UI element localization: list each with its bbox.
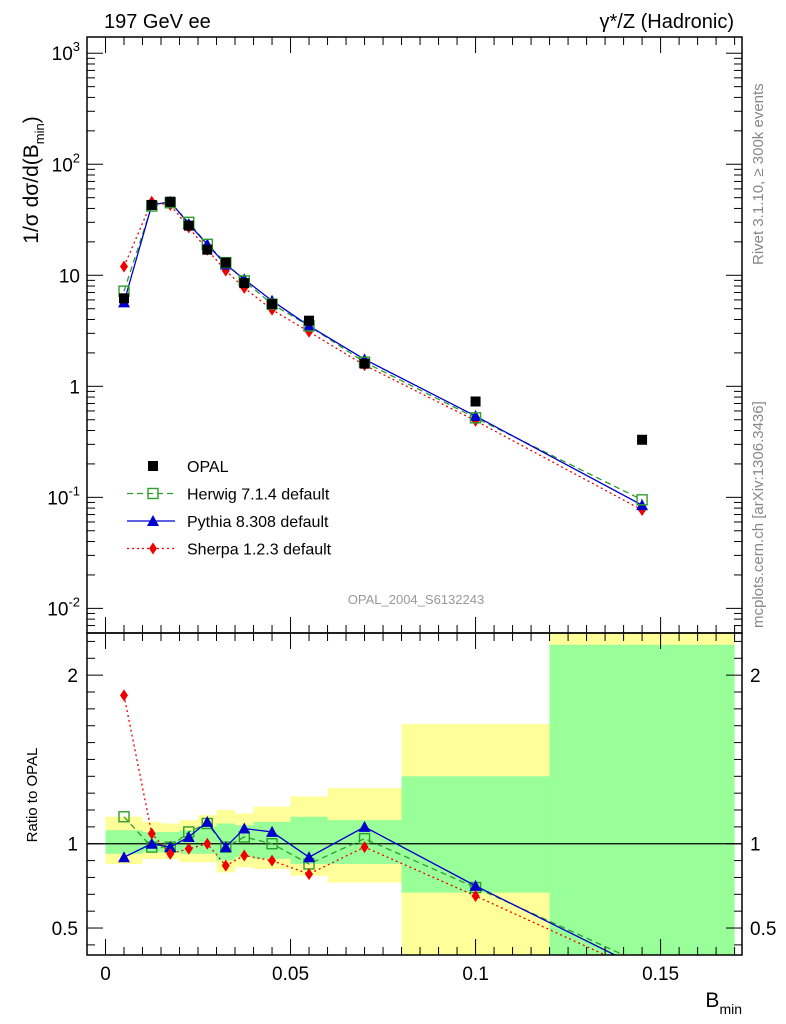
upper-y-axis-label: 1/σ dσ/d(Bmin) — [20, 116, 47, 243]
pythia-ratio-point — [358, 820, 371, 832]
upper-plot-series — [118, 195, 649, 516]
y-tick-label: 1 — [69, 377, 80, 398]
legend-label: Herwig 7.1.4 default — [187, 487, 330, 504]
ratio-y-tick-label-left: 0.5 — [52, 919, 78, 940]
y-tick-label: 10-1 — [47, 483, 80, 509]
y-tick-label: 103 — [52, 39, 80, 65]
tick-labels: 0 0.05 0.1 0.15 10-2 10-1 1 10 102 103 0.5 0.5 1 1 2 2 — [47, 39, 776, 985]
herwig-point — [469, 412, 482, 424]
x-axis-label: Bmin — [705, 989, 742, 1017]
svg-text:mcplots.cern.ch [arXiv:1306.34: mcplots.cern.ch [arXiv:1306.3436] — [750, 401, 767, 628]
axis-ticks — [87, 37, 742, 955]
x-tick-label: 0 — [100, 964, 111, 985]
sherpa-ratio-point — [471, 889, 480, 902]
ratio-plot-series — [118, 689, 626, 955]
ratio-y-tick-label-left: 2 — [67, 666, 78, 687]
opal-point — [202, 244, 213, 255]
y-tick-label: 102 — [52, 150, 80, 176]
pythia-ratio-point — [303, 851, 316, 863]
pythia-ratio-point — [201, 815, 214, 827]
svg-text:Ratio to OPAL: Ratio to OPAL — [24, 748, 41, 843]
pythia-ratio-point — [238, 822, 251, 834]
mcplots-reference-text: mcplots.cern.ch [arXiv:1306.3436] — [750, 401, 767, 628]
opal-point — [304, 315, 315, 326]
pythia-ratio-point — [182, 830, 195, 842]
ratio-y-axis-label: Ratio to OPAL — [24, 748, 41, 843]
sherpa-ratio-point — [221, 859, 230, 872]
opal-point — [359, 358, 370, 369]
ratio-y-tick-label-left: 1 — [67, 835, 78, 856]
opal-point — [165, 196, 176, 207]
y-tick-label: 10-2 — [47, 594, 80, 620]
legend-label: Sherpa 1.2.3 default — [187, 542, 332, 559]
analysis-watermark: OPAL_2004_S6132243 — [348, 592, 484, 607]
opal-point — [267, 299, 278, 310]
sherpa-point — [120, 260, 129, 273]
ratio-uncertainty-bands — [105, 633, 735, 955]
sherpa-ratio-point — [184, 842, 193, 855]
x-tick-label: 0.1 — [462, 964, 488, 985]
y-tick-label: 10 — [59, 266, 80, 287]
sherpa-ratio-point — [305, 868, 314, 881]
ratio-plot-frame — [86, 632, 743, 956]
sherpa-ratio-point — [360, 841, 369, 854]
sherpa-ratio-point — [203, 837, 212, 850]
herwig-ratio-line — [123, 816, 626, 955]
opal-point — [119, 293, 130, 304]
legend-label: Pythia 8.308 default — [187, 514, 329, 531]
herwig-point — [636, 494, 648, 506]
ratio-y-tick-label-right: 1 — [750, 835, 761, 856]
pythia-ratio-point — [469, 879, 482, 891]
opal-point — [239, 278, 250, 289]
svg-text:1/σ dσ/d(Bmin): 1/σ dσ/d(Bmin) — [20, 116, 47, 243]
legend-label: OPAL — [187, 459, 229, 476]
pythia-ratio-point — [266, 825, 279, 837]
green-band-bin — [105, 830, 143, 854]
pythia-ratio-point — [219, 841, 232, 853]
opal-point — [470, 396, 481, 407]
legend-marker — [147, 515, 159, 526]
pythia-ratio-point — [118, 851, 131, 863]
rivet-version-text: Rivet 3.1.10, ≥ 300k events — [750, 83, 767, 265]
green-band-bin — [549, 644, 735, 955]
legend: OPAL Herwig 7.1.4 default Pythia 8.308 def… — [127, 459, 332, 559]
herwig-ratio-point — [266, 838, 278, 850]
herwig-ratio-point — [118, 811, 130, 823]
green-band-bin — [401, 776, 550, 893]
opal-point — [637, 434, 648, 445]
x-tick-label: 0.15 — [642, 964, 679, 985]
pythia-ratio-line — [123, 820, 617, 955]
svg-text:Rivet 3.1.10, ≥ 300k events: Rivet 3.1.10, ≥ 300k events — [750, 83, 767, 265]
opal-point — [146, 199, 157, 210]
upper-plot-frame — [86, 36, 743, 634]
x-tick-label: 0.05 — [272, 964, 309, 985]
title-left: 197 GeV ee — [104, 11, 211, 33]
ratio-y-tick-label-right: 2 — [750, 666, 761, 687]
svg-text:Bmin: Bmin — [705, 989, 742, 1017]
title-right: γ*/Z (Hadronic) — [600, 11, 734, 33]
sherpa-ratio-line — [123, 695, 607, 955]
legend-marker — [149, 542, 157, 555]
pythia-ratio-point — [164, 841, 177, 853]
pythia-point — [469, 410, 482, 422]
opal-point — [183, 220, 194, 231]
sherpa-ratio-point — [240, 849, 249, 862]
sherpa-ratio-point — [147, 827, 156, 840]
legend-marker — [147, 487, 159, 500]
opal-point — [220, 257, 231, 268]
sherpa-ratio-point — [166, 847, 175, 860]
sherpa-ratio-point — [120, 689, 129, 702]
legend-marker — [148, 461, 158, 471]
ratio-y-tick-label-right: 0.5 — [750, 919, 776, 940]
sherpa-ratio-point — [268, 854, 277, 867]
pythia-ratio-point — [145, 837, 158, 849]
